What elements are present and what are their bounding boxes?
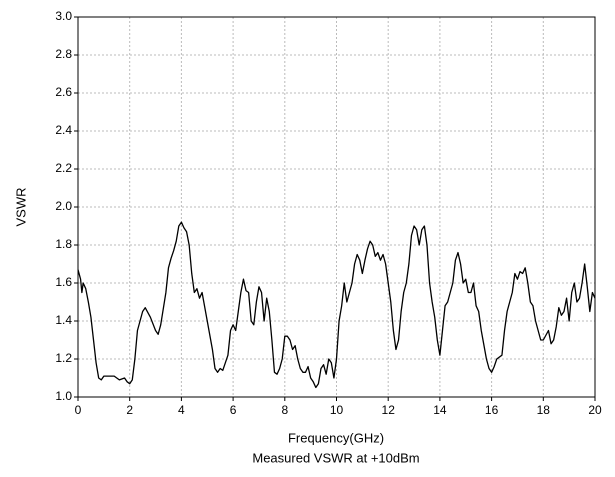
- caption: Measured VSWR at +10dBm: [252, 450, 419, 465]
- x-tick-label: 16: [485, 403, 499, 417]
- x-tick-label: 0: [75, 403, 82, 417]
- x-tick-label: 8: [281, 403, 288, 417]
- y-tick-label: 2.0: [55, 199, 72, 213]
- x-tick-label: 6: [230, 403, 237, 417]
- x-tick-label: 18: [537, 403, 551, 417]
- y-tick-label: 2.8: [55, 47, 72, 61]
- y-tick-label: 2.2: [55, 161, 72, 175]
- y-tick-label: 1.0: [55, 389, 72, 403]
- y-tick-label: 2.4: [55, 123, 72, 137]
- y-tick-label: 1.8: [55, 237, 72, 251]
- y-tick-label: 3.0: [55, 9, 72, 23]
- y-tick-label: 1.6: [55, 275, 72, 289]
- x-tick-label: 12: [382, 403, 396, 417]
- x-tick-label: 10: [330, 403, 344, 417]
- y-tick-label: 1.4: [55, 313, 72, 327]
- y-tick-label: 2.6: [55, 85, 72, 99]
- x-tick-label: 20: [588, 403, 602, 417]
- y-axis-label: VSWR: [13, 188, 28, 227]
- x-tick-label: 2: [126, 403, 133, 417]
- y-tick-label: 1.2: [55, 351, 72, 365]
- x-axis-label: Frequency(GHz): [288, 430, 384, 445]
- x-tick-label: 14: [433, 403, 447, 417]
- series-line: [77, 221, 596, 389]
- plot-frame: [77, 16, 596, 398]
- x-tick-label: 4: [178, 403, 185, 417]
